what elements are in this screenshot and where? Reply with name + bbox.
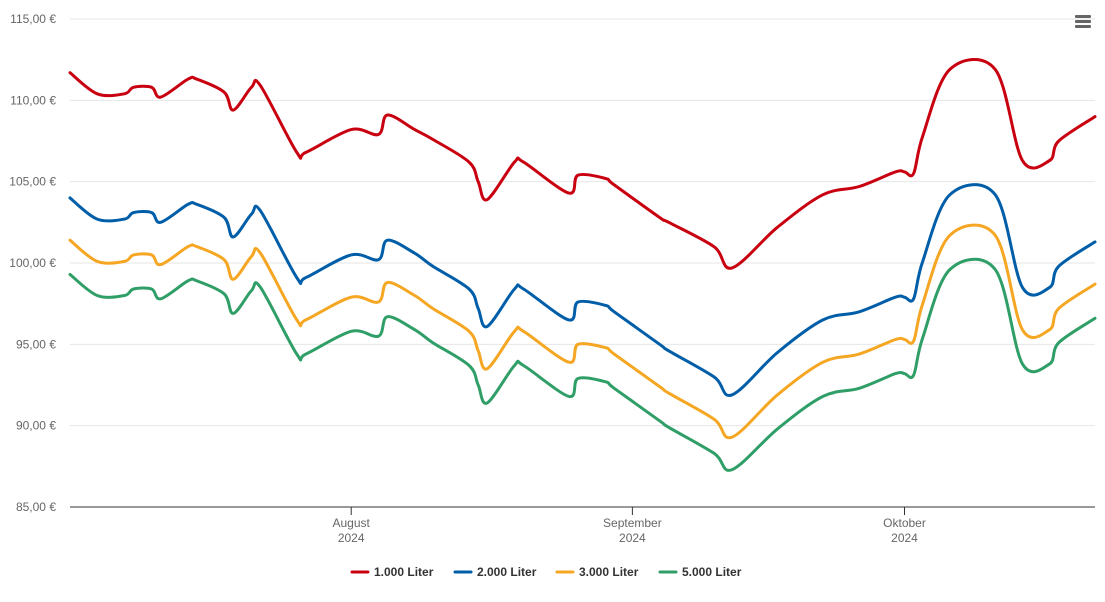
series-line-1[interactable] <box>68 58 1097 270</box>
series-line-2[interactable] <box>68 183 1097 397</box>
x-tick-month: August <box>333 516 371 530</box>
x-tick-year: 2024 <box>619 531 646 545</box>
series-line-3[interactable] <box>68 223 1097 440</box>
x-tick-year: 2024 <box>338 531 365 545</box>
legend-item[interactable]: 3.000 Liter <box>555 565 639 579</box>
y-tick-label: 105,00 € <box>9 175 56 189</box>
y-tick-label: 110,00 € <box>10 93 56 107</box>
y-tick-label: 115,00 € <box>10 12 56 26</box>
legend-label: 2.000 Liter <box>477 565 537 579</box>
y-tick-label: 85,00 € <box>16 500 56 514</box>
y-tick-label: 95,00 € <box>16 337 56 351</box>
legend-label: 5.000 Liter <box>682 565 742 579</box>
x-tick-year: 2024 <box>891 531 918 545</box>
legend-item[interactable]: 1.000 Liter <box>350 565 434 579</box>
hamburger-menu-icon[interactable] <box>1071 10 1095 34</box>
legend: 1.000 Liter 2.000 Liter 3.000 Liter 5.000 L… <box>350 565 742 579</box>
x-tick-month: September <box>603 516 662 530</box>
x-tick-month: Oktober <box>883 516 926 530</box>
legend-item[interactable]: 2.000 Liter <box>453 565 537 579</box>
y-tick-label: 100,00 € <box>9 256 56 270</box>
legend-label: 3.000 Liter <box>579 565 639 579</box>
legend-label: 1.000 Liter <box>374 565 434 579</box>
legend-item[interactable]: 5.000 Liter <box>658 565 742 579</box>
y-tick-label: 90,00 € <box>16 419 56 433</box>
y-axis: 85,00 € 90,00 € 95,00 € 100,00 € 105,00 € 110… <box>9 12 56 514</box>
series-group <box>68 58 1097 472</box>
series-line-4[interactable] <box>68 257 1097 472</box>
